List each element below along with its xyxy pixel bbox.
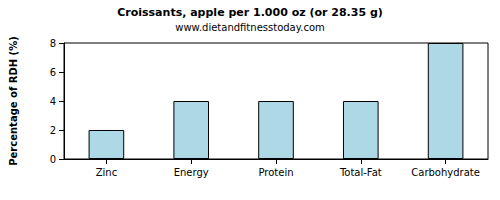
svg-text:0: 0	[50, 154, 56, 165]
svg-text:Croissants, apple per 1.000 oz: Croissants, apple per 1.000 oz (or 28.35…	[117, 6, 383, 19]
svg-text:8: 8	[50, 38, 56, 49]
svg-text:www.dietandfitnesstoday.com: www.dietandfitnesstoday.com	[175, 22, 324, 33]
svg-text:6: 6	[50, 67, 56, 78]
svg-text:Energy: Energy	[174, 167, 209, 178]
svg-text:Zinc: Zinc	[96, 167, 117, 178]
svg-text:Percentage of RDH (%): Percentage of RDH (%)	[8, 36, 19, 166]
svg-text:Total-Fat: Total-Fat	[339, 167, 382, 178]
svg-text:2: 2	[50, 125, 56, 136]
svg-text:4: 4	[50, 96, 56, 107]
svg-text:Carbohydrate: Carbohydrate	[411, 167, 480, 178]
svg-text:Protein: Protein	[258, 167, 293, 178]
